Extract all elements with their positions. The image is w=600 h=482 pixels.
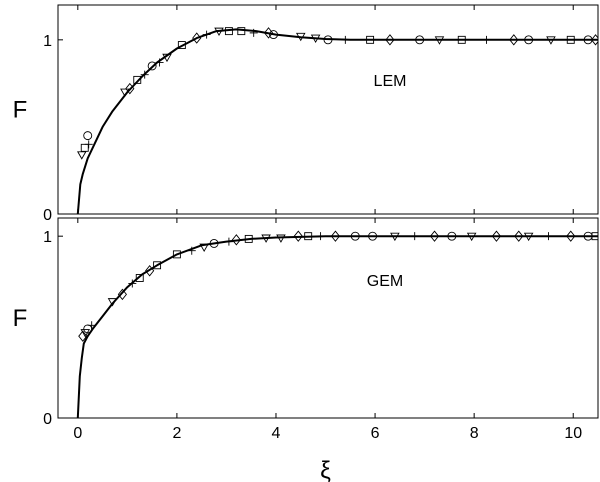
marker-circle <box>350 231 360 241</box>
y-tick-label: 0 <box>43 207 52 224</box>
marker-group <box>78 230 598 342</box>
marker-triangle-down <box>310 34 321 43</box>
marker-square <box>80 143 89 152</box>
marker-group <box>77 27 598 160</box>
marker-triangle-down <box>295 32 306 42</box>
y-tick-label: 1 <box>43 229 52 246</box>
fit-curve <box>76 235 598 418</box>
y-tick-label: 1 <box>43 33 52 50</box>
marker-triangle-down <box>77 151 87 160</box>
marker-triangle-down <box>261 234 271 243</box>
marker-diamond <box>330 230 341 242</box>
plot-frame <box>57 217 599 419</box>
marker-diamond <box>514 230 524 242</box>
y-axis-label: F <box>13 305 28 332</box>
marker-diamond <box>590 34 598 46</box>
marker-triangle-down <box>466 232 477 242</box>
marker-diamond <box>117 288 127 301</box>
x-tick-label: 2 <box>172 425 181 442</box>
marker-circle <box>209 239 219 248</box>
marker-circle <box>447 231 457 241</box>
marker-triangle-down <box>276 234 286 243</box>
marker-plus <box>155 58 164 67</box>
marker-square <box>244 234 253 243</box>
marker-square <box>304 232 313 241</box>
x-tick-label: 10 <box>564 425 582 442</box>
marker-square <box>591 232 598 241</box>
marker-plus <box>87 321 96 330</box>
marker-square <box>177 41 186 50</box>
marker-plus <box>544 232 553 241</box>
marker-plus <box>140 70 149 79</box>
x-tick-label: 6 <box>371 425 380 442</box>
marker-triangle-down <box>523 232 534 242</box>
panel-label: LEM <box>374 73 407 90</box>
marker-square <box>172 250 181 259</box>
marker-diamond <box>192 32 202 44</box>
y-axis-label: F <box>13 97 28 124</box>
x-axis-label: ξ <box>320 457 331 482</box>
x-tick-label: 8 <box>470 425 479 442</box>
marker-plus <box>224 237 233 246</box>
marker-diamond <box>566 230 576 242</box>
x-tick-label: 0 <box>73 425 82 442</box>
marker-circle <box>368 231 378 241</box>
marker-square <box>135 274 144 282</box>
marker-triangle-down <box>107 298 118 307</box>
marker-plus <box>202 30 211 39</box>
marker-diamond <box>385 34 395 46</box>
plot-frame <box>57 4 599 215</box>
marker-circle <box>83 131 93 141</box>
marker-triangle-down <box>214 27 224 37</box>
marker-diamond <box>491 230 502 242</box>
marker-diamond <box>509 34 519 46</box>
marker-diamond <box>145 265 155 277</box>
marker-diamond <box>429 230 440 242</box>
marker-plus <box>410 232 419 241</box>
marker-square <box>566 35 575 44</box>
marker-square <box>237 27 246 36</box>
marker-square <box>224 27 233 36</box>
marker-triangle-down <box>199 243 209 252</box>
marker-square <box>457 35 466 44</box>
panel-lem: 0 1 F LEM <box>13 4 599 224</box>
x-tick-label: 4 <box>272 425 281 442</box>
marker-triangle-down <box>546 36 556 45</box>
marker-square <box>366 35 375 44</box>
marker-plus <box>84 140 93 149</box>
marker-diamond <box>125 82 135 95</box>
panel-gem: 0 2 4 6 8 10 0 1 F GEM ξ <box>13 217 599 482</box>
marker-triangle-down <box>162 53 172 63</box>
marker-circle <box>269 30 278 40</box>
marker-circle <box>323 35 333 45</box>
marker-square <box>153 261 162 270</box>
marker-triangle-down <box>434 36 445 45</box>
marker-plus <box>187 246 196 255</box>
marker-plus <box>316 232 325 241</box>
marker-diamond <box>293 230 303 242</box>
marker-diamond <box>231 234 241 246</box>
marker-circle <box>147 61 157 71</box>
marker-plus <box>128 279 137 288</box>
marker-plus <box>482 35 491 44</box>
panel-label: GEM <box>367 273 403 290</box>
fit-curve <box>76 28 598 214</box>
marker-circle <box>524 35 534 45</box>
marker-triangle-down <box>120 88 130 97</box>
marker-triangle-down <box>390 232 400 242</box>
marker-square <box>133 75 142 84</box>
marker-diamond <box>78 330 88 342</box>
marker-circle <box>415 35 425 45</box>
marker-plus <box>249 28 258 37</box>
marker-plus <box>341 35 350 44</box>
y-tick-label: 0 <box>43 411 52 428</box>
